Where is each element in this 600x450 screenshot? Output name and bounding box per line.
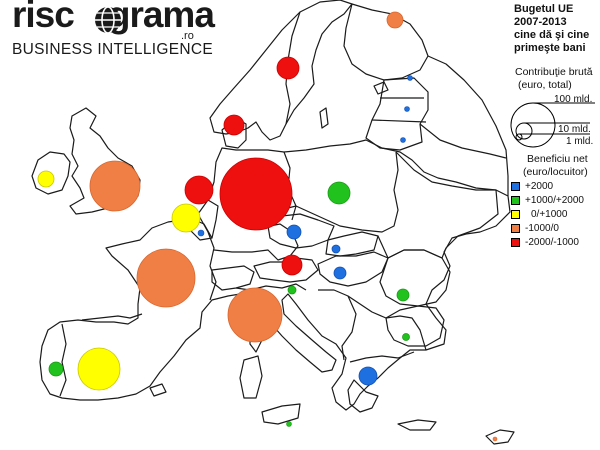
logo-wordmark-start: risc	[12, 0, 75, 35]
scandinavia-outline	[209, 0, 353, 141]
legend-label: +1000/+2000	[525, 195, 584, 206]
title-line-1: Bugetul UE	[514, 3, 574, 15]
legend-label: 0/+1000	[531, 209, 568, 220]
ukraine-border	[377, 151, 499, 259]
baltic-islands-outline	[373, 81, 389, 95]
poland-south-border	[295, 151, 399, 233]
estonia-bubble	[407, 75, 413, 81]
logo-tagline: BUSINESS INTELLIGENCE	[12, 41, 213, 58]
sardinia-outline	[239, 355, 263, 399]
legend-swatch	[511, 182, 520, 191]
czech-republic-bubble	[286, 224, 302, 240]
ireland-outline	[31, 151, 71, 195]
legend-swatch	[511, 210, 520, 219]
serbia-border	[341, 295, 357, 361]
cyprus-outline	[485, 429, 515, 445]
slovakia-outline	[325, 231, 379, 257]
latvia-bubble	[404, 106, 410, 112]
legend-swatch	[511, 224, 520, 233]
spain-bubble	[77, 347, 121, 391]
logo-wordmark: risc grama	[12, 0, 215, 36]
france-east-border	[197, 213, 217, 301]
size-ref-large-circle	[510, 102, 556, 148]
greece-south	[347, 379, 379, 413]
color-legend-title-line-2: (euro/locuitor)	[523, 166, 588, 178]
netherlands-germany-border	[207, 199, 219, 239]
title-line-2: 2007-2013	[514, 16, 567, 28]
legend-swatch	[511, 238, 520, 247]
malta-bubble	[286, 421, 292, 427]
title-line-3: cine dă şi cine	[514, 29, 590, 41]
germany-bubble	[219, 157, 293, 231]
size-ref-large-label: 100 mld.	[554, 94, 593, 105]
romania-bubble	[396, 288, 410, 302]
poland-bubble	[327, 181, 351, 205]
gotland-outline	[319, 107, 329, 129]
france-spain-border	[81, 313, 143, 321]
size-legend-title-line-1: Contribuţie brută	[515, 66, 593, 78]
belarus-border	[419, 123, 507, 159]
color-legend-title-line-1: Beneficiu net	[527, 153, 588, 165]
size-ref-medium-circle	[515, 122, 533, 140]
france-bubble	[136, 248, 196, 308]
romania-outline	[379, 249, 451, 307]
greece-bubble	[358, 366, 378, 386]
bubble-layer	[37, 11, 498, 442]
title-line-4: primeşte bani	[514, 42, 586, 54]
bulgaria-outline	[385, 305, 445, 347]
portugal-bubble	[48, 361, 64, 377]
russia-belarus-coast	[427, 55, 509, 196]
netherlands-bubble	[184, 175, 214, 205]
greece-north-border	[349, 351, 415, 363]
slovenia-bubble	[287, 285, 297, 295]
size-legend-circles	[510, 102, 595, 148]
latvia-lithuania-border	[371, 119, 427, 123]
austria-bubble	[281, 254, 303, 276]
balearic-outline	[149, 383, 167, 397]
luxembourg-bubble	[197, 229, 205, 237]
map-title: Bugetul UE 2007-2013 cine dă şi cine pri…	[514, 3, 598, 55]
slovakia-bubble	[331, 244, 341, 254]
legend-label: +2000	[525, 181, 554, 192]
denmark-bubble	[223, 114, 245, 136]
size-legend-title-line-2: (euro, total)	[518, 79, 572, 91]
belgium-bubble	[171, 203, 201, 233]
finland-bubble	[386, 11, 404, 29]
size-ref-medium-label: 10 mld.	[558, 124, 591, 135]
crete-outline	[397, 419, 437, 431]
size-ref-small-label: 1 mld.	[566, 136, 594, 147]
globe-icon	[95, 6, 121, 34]
united-kingdom-bubble	[89, 160, 141, 212]
logo-wordmark-end: grama	[107, 0, 215, 35]
legend-swatch	[511, 196, 520, 205]
legend-label: -1000/0	[525, 223, 559, 234]
hungary-outline	[317, 251, 389, 287]
austria-outline	[253, 257, 319, 283]
hungary-bubble	[333, 266, 347, 280]
italy-bubble	[227, 287, 283, 343]
finland-outline	[343, 3, 429, 81]
baltics-outline	[365, 77, 429, 151]
ireland-bubble	[37, 170, 55, 188]
legend-label: -2000/-1000	[525, 237, 579, 248]
sweden-bubble	[276, 56, 300, 80]
riscograma-logo: risc grama .ro BUSINESS INTELLIGENCE	[5, 0, 215, 70]
bulgaria-bubble	[402, 333, 410, 341]
sicily-outline	[261, 403, 301, 425]
lithuania-bubble	[400, 137, 406, 143]
balkans-border	[318, 289, 427, 351]
logo-domain-suffix: .ro	[181, 30, 194, 42]
cyprus-bubble	[492, 436, 498, 442]
switzerland-outline	[211, 265, 255, 291]
continental-europe-outline	[39, 139, 511, 411]
spain-portugal-border	[59, 323, 67, 397]
